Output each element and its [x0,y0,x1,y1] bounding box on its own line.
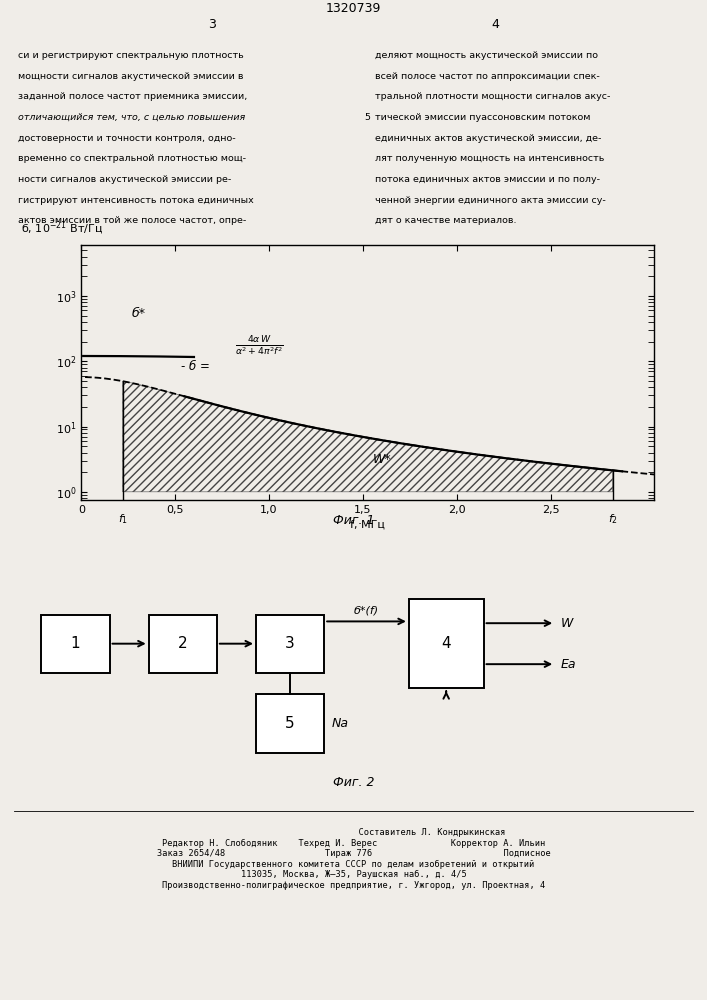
Text: лят полученную мощность на интенсивность: лят полученную мощность на интенсивность [375,154,604,163]
Text: б*(f): б*(f) [354,606,379,616]
Text: $\frac{4\alpha\,W}{\alpha^2+4\pi^2 f^2}$: $\frac{4\alpha\,W}{\alpha^2+4\pi^2 f^2}$ [235,334,284,358]
Text: гистрируют интенсивность потока единичных: гистрируют интенсивность потока единичны… [18,196,253,205]
Text: тральной плотности мощности сигналов акус-: тральной плотности мощности сигналов аку… [375,92,610,101]
Text: 5: 5 [285,716,295,731]
Text: Фиг. 2: Фиг. 2 [333,776,374,790]
Text: 5: 5 [364,113,370,122]
Text: деляют мощность акустической эмиссии по: деляют мощность акустической эмиссии по [375,51,597,60]
Text: тической эмиссии пуассоновским потоком: тической эмиссии пуассоновским потоком [375,113,590,122]
X-axis label: f, МГц: f, МГц [350,519,385,529]
Text: ности сигналов акустической эмиссии ре-: ности сигналов акустической эмиссии ре- [18,175,231,184]
Text: дят о качестве материалов.: дят о качестве материалов. [375,216,516,225]
Text: единичных актов акустической эмиссии, де-: единичных актов акустической эмиссии, де… [375,134,601,143]
Text: Составитель Л. Кондрыкинская
Редактор Н. Слободяник    Техред И. Верес          : Составитель Л. Кондрыкинская Редактор Н.… [157,828,550,890]
Text: W*: W* [373,453,391,466]
Text: мощности сигналов акустической эмиссии в: мощности сигналов акустической эмиссии в [18,72,243,81]
Text: актов эмиссии в той же полосе частот, опре-: актов эмиссии в той же полосе частот, оп… [18,216,246,225]
Text: $f_1$: $f_1$ [117,512,128,526]
Text: б*: б* [132,307,146,320]
FancyBboxPatch shape [409,599,484,688]
Text: достоверности и точности контроля, одно-: достоверности и точности контроля, одно- [18,134,235,143]
FancyBboxPatch shape [256,694,325,753]
FancyBboxPatch shape [41,614,110,673]
Text: 1320739: 1320739 [326,2,381,15]
Text: Фиг. 1: Фиг. 1 [333,514,374,528]
Text: заданной полосе частот приемника эмиссии,: заданной полосе частот приемника эмиссии… [18,92,247,101]
Text: временно со спектральной плотностью мощ-: временно со спектральной плотностью мощ- [18,154,245,163]
Text: Eа: Eа [561,658,575,671]
Text: б, $10^{-21}$ Вт/Гц: б, $10^{-21}$ Вт/Гц [21,220,103,237]
Text: Nа: Nа [332,717,349,730]
Text: 2: 2 [178,636,187,651]
Text: W: W [561,617,573,630]
Text: отличающийся тем, что, с целью повышения: отличающийся тем, что, с целью повышения [18,113,245,122]
Text: потока единичных актов эмиссии и по полу-: потока единичных актов эмиссии и по полу… [375,175,600,184]
Text: 1: 1 [71,636,81,651]
Text: 3: 3 [285,636,295,651]
Text: 3: 3 [208,18,216,31]
FancyBboxPatch shape [256,614,325,673]
Text: $f_2$: $f_2$ [607,512,618,526]
FancyBboxPatch shape [148,614,217,673]
Text: 4: 4 [491,18,499,31]
Text: си и регистрируют спектральную плотность: си и регистрируют спектральную плотность [18,51,243,60]
Text: 4: 4 [441,636,451,651]
Text: всей полосе частот по аппроксимации спек-: всей полосе частот по аппроксимации спек… [375,72,600,81]
Text: ченной энергии единичного акта эмиссии су-: ченной энергии единичного акта эмиссии с… [375,196,605,205]
Text: - б =: - б = [181,360,210,373]
